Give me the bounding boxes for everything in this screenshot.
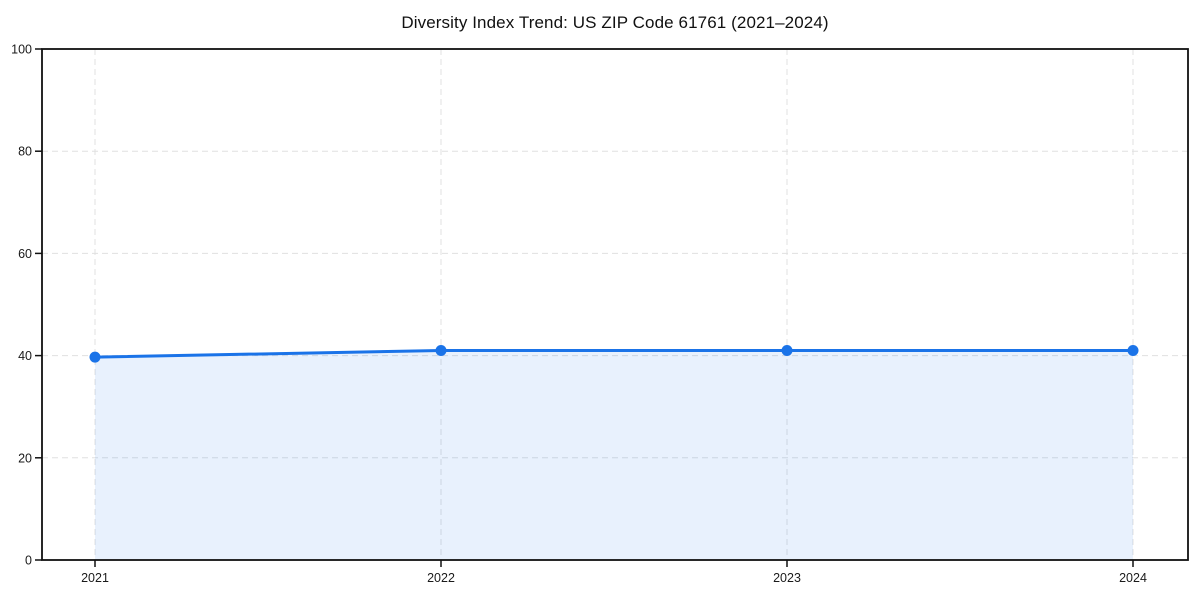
y-tick-label: 20	[18, 451, 32, 465]
tick-labels: 0 20 40 60 80 100 2021 2022 2023 2024	[11, 43, 1147, 586]
x-tick-label: 2024	[1119, 571, 1147, 585]
trend-line	[93, 348, 1135, 359]
x-tick-label: 2021	[81, 571, 109, 585]
plot-border	[41, 48, 1189, 561]
data-point	[89, 351, 101, 363]
x-tick-label: 2022	[427, 571, 455, 585]
x-tick-label: 2023	[773, 571, 801, 585]
data-points	[89, 344, 1139, 363]
tick-marks	[35, 48, 1134, 567]
data-point	[435, 344, 447, 356]
y-tick-label: 0	[25, 554, 32, 568]
y-tick-label: 100	[11, 43, 32, 57]
area-under-line	[95, 350, 1133, 560]
axes-box	[41, 48, 1189, 561]
y-tick-label: 60	[18, 247, 32, 261]
area-fill	[95, 350, 1133, 560]
y-tick-label: 80	[18, 145, 32, 159]
data-point	[781, 344, 793, 356]
y-tick-label: 40	[18, 349, 32, 363]
chart-title: Diversity Index Trend: US ZIP Code 61761…	[401, 13, 829, 32]
data-point	[1127, 344, 1139, 356]
diversity-index-line	[93, 348, 1135, 359]
